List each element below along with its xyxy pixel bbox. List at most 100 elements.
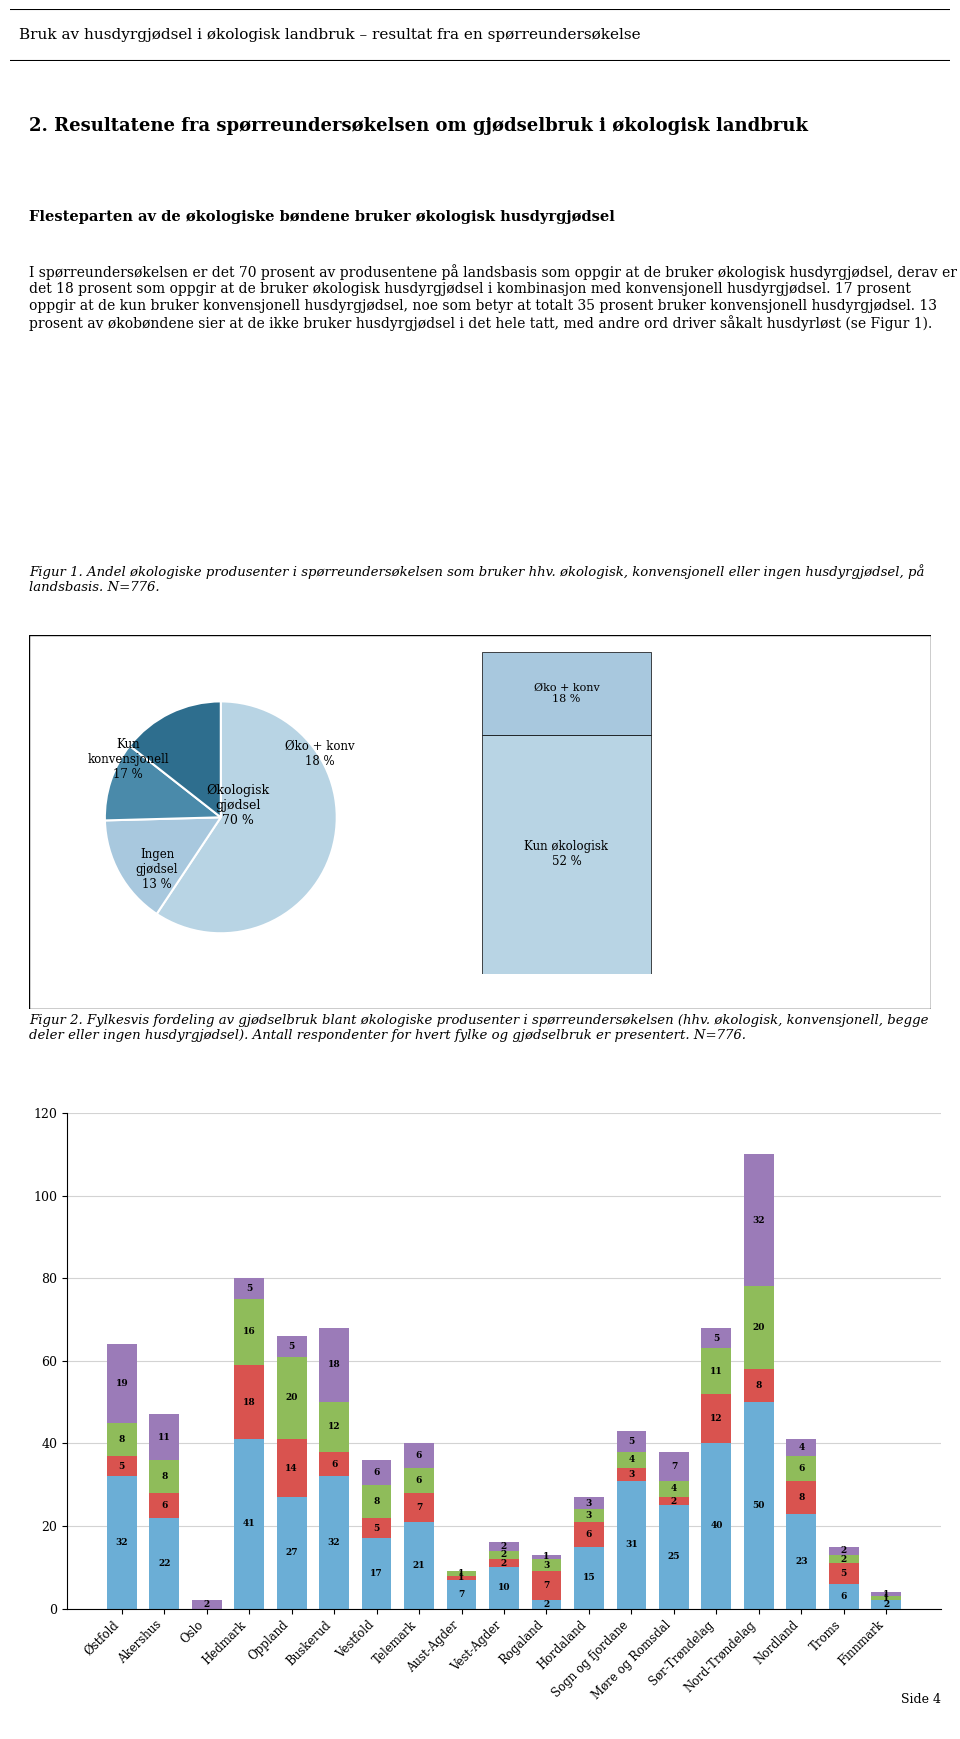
Text: 8: 8 [798, 1492, 804, 1501]
Text: 32: 32 [753, 1216, 765, 1224]
Bar [320, 1402, 349, 1452]
Bar [659, 1480, 688, 1497]
Text: 6: 6 [161, 1501, 167, 1509]
Wedge shape [105, 817, 221, 915]
Bar [107, 1423, 136, 1456]
Bar [404, 1492, 434, 1522]
Text: 7: 7 [416, 1502, 422, 1511]
Text: 1: 1 [883, 1593, 889, 1603]
Bar [659, 1506, 688, 1609]
Text: 2: 2 [841, 1546, 847, 1555]
Bar [404, 1468, 434, 1492]
Text: 20: 20 [753, 1323, 765, 1332]
Text: 4: 4 [628, 1456, 635, 1464]
Text: 1: 1 [458, 1569, 465, 1577]
Text: 2. Resultatene fra spørreundersøkelsen om gjødselbruk i økologisk landbruk: 2. Resultatene fra spørreundersøkelsen o… [29, 117, 807, 136]
Bar [234, 1278, 264, 1299]
Bar [404, 1443, 434, 1468]
Bar [276, 1497, 306, 1609]
Bar [532, 1555, 562, 1558]
Text: 2: 2 [841, 1555, 847, 1563]
Text: 2: 2 [671, 1497, 677, 1506]
Bar [532, 1558, 562, 1572]
Bar [150, 1518, 180, 1609]
Bar [320, 1452, 349, 1476]
Bar [574, 1509, 604, 1522]
Text: 8: 8 [756, 1381, 762, 1389]
Text: 12: 12 [327, 1423, 341, 1431]
Bar [362, 1518, 392, 1539]
Text: 1: 1 [883, 1589, 889, 1598]
Bar [276, 1336, 306, 1356]
Text: 14: 14 [285, 1464, 298, 1473]
Text: 5: 5 [246, 1283, 252, 1294]
Text: Øko + konv
18 %: Øko + konv 18 % [534, 683, 599, 704]
Text: 25: 25 [667, 1553, 680, 1562]
Text: 10: 10 [497, 1584, 511, 1593]
Bar [574, 1522, 604, 1546]
Text: 1: 1 [458, 1574, 465, 1582]
Bar [362, 1461, 392, 1485]
Bar [786, 1440, 816, 1456]
Bar [872, 1596, 901, 1600]
Text: 32: 32 [327, 1537, 341, 1548]
Bar [574, 1497, 604, 1509]
Bar [828, 1555, 858, 1563]
Text: Figur 1. Andel økologiske produsenter i spørreundersøkelsen som bruker hhv. økol: Figur 1. Andel økologiske produsenter i … [29, 563, 924, 595]
Bar [107, 1476, 136, 1609]
Text: 23: 23 [795, 1556, 807, 1565]
Text: 18: 18 [327, 1360, 341, 1369]
Text: 5: 5 [713, 1334, 719, 1343]
Text: 41: 41 [243, 1520, 255, 1529]
Text: 8: 8 [373, 1497, 380, 1506]
Wedge shape [156, 701, 337, 934]
Text: Figur 2. Fylkesvis fordeling av gjødselbruk blant økologiske produsenter i spørr: Figur 2. Fylkesvis fordeling av gjødselb… [29, 1014, 928, 1042]
Text: 22: 22 [158, 1558, 171, 1567]
Text: I spørreundersøkelsen er det 70 prosent av produsentene på landsbasis som oppgir: I spørreundersøkelsen er det 70 prosent … [29, 264, 957, 330]
Text: 16: 16 [243, 1327, 255, 1336]
Text: 5: 5 [373, 1523, 380, 1532]
Bar [490, 1542, 518, 1551]
Text: 5: 5 [289, 1343, 295, 1351]
Bar [702, 1348, 732, 1395]
Bar [362, 1485, 392, 1518]
Text: 40: 40 [710, 1522, 723, 1530]
Text: 11: 11 [710, 1367, 723, 1376]
Bar [702, 1443, 732, 1609]
Text: Ingen
gjødsel
13 %: Ingen gjødsel 13 % [135, 849, 179, 890]
Text: Kun økologisk
52 %: Kun økologisk 52 % [524, 840, 609, 868]
Bar [490, 1558, 518, 1567]
Bar [107, 1456, 136, 1476]
Text: 3: 3 [586, 1499, 592, 1508]
Text: 5: 5 [841, 1569, 847, 1577]
Bar [150, 1461, 180, 1492]
Bar [702, 1329, 732, 1348]
Text: 17: 17 [371, 1569, 383, 1577]
Bar [786, 1513, 816, 1609]
Text: 7: 7 [543, 1581, 549, 1591]
Bar [490, 1567, 518, 1609]
Text: 19: 19 [115, 1379, 128, 1388]
Bar [786, 1456, 816, 1480]
Bar [872, 1593, 901, 1596]
Bar [150, 1414, 180, 1461]
Bar [744, 1369, 774, 1402]
Text: 5: 5 [119, 1461, 125, 1471]
Bar [828, 1546, 858, 1555]
Bar [482, 652, 651, 736]
Bar [744, 1287, 774, 1369]
Text: 3: 3 [543, 1560, 550, 1570]
Bar [828, 1563, 858, 1584]
Text: 11: 11 [157, 1433, 171, 1442]
Text: Flesteparten av de økologiske bøndene bruker økologisk husdyrgjødsel: Flesteparten av de økologiske bøndene br… [29, 210, 614, 224]
Bar [234, 1365, 264, 1440]
Bar [320, 1329, 349, 1402]
Text: 4: 4 [798, 1443, 804, 1452]
Bar [872, 1600, 901, 1609]
Text: 6: 6 [416, 1452, 422, 1461]
Bar [702, 1395, 732, 1443]
Text: 6: 6 [798, 1464, 804, 1473]
Text: 7: 7 [459, 1589, 465, 1598]
Text: 27: 27 [285, 1548, 298, 1558]
Text: 4: 4 [671, 1485, 677, 1494]
